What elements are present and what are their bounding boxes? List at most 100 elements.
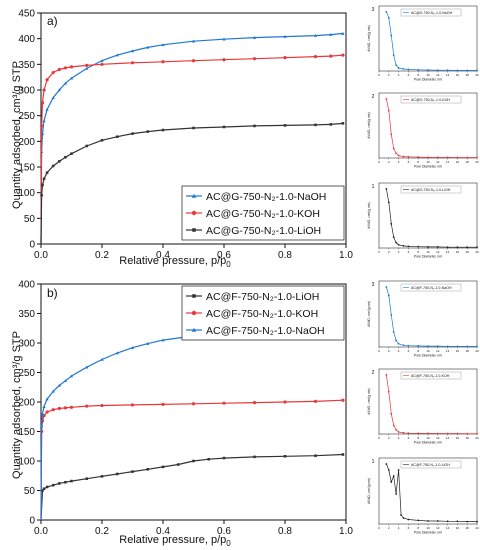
b-main-legend-swatch-marker (192, 294, 196, 298)
b-main-series-1-point (283, 400, 287, 404)
inset-b2-point (385, 374, 388, 376)
inset-b2-x-tick-label: 12 (436, 436, 440, 440)
a-main-series-1-point (42, 88, 46, 92)
inset-a3-legend-box (400, 8, 462, 17)
inset-a3-x-tick-label: 4 (398, 73, 400, 77)
a-main-series-2-point (40, 193, 43, 197)
inset-a3-point (397, 67, 400, 69)
a-main-series-1-point (161, 60, 165, 64)
a-main-series-1-point (329, 54, 333, 58)
inset-a3-point (387, 16, 390, 19)
inset-a2-x-tick-label: 14 (446, 160, 450, 164)
a-main-series-2-point (41, 183, 44, 187)
inset-b3-frame (378, 280, 478, 348)
a-main-series-2-point (58, 160, 61, 163)
inset-a3-index-label: 3 (372, 7, 375, 13)
a-main-series-1-point (100, 62, 104, 66)
a-main-series-0 (40, 31, 345, 245)
inset-a1-x-tick-label: 4 (398, 250, 400, 254)
b-main-series-line-2 (40, 326, 343, 521)
inset-b1-legend-box (400, 460, 462, 469)
a-main-series-0-point (161, 43, 165, 47)
b-main-series-2-point (57, 383, 61, 387)
b-main-series-2-point (69, 374, 74, 378)
inset-a3-x-tick-label: 18 (466, 73, 470, 77)
inset-a2-x-tick-label: 2 (388, 160, 390, 164)
b-main-series-0-point (51, 483, 55, 487)
inset-b1-y-axis-label: dV/dD, cm³/(g nm) (367, 478, 371, 504)
a-main-series-0-point (100, 59, 104, 63)
a-main-y-tick-label: 400 (18, 34, 35, 45)
inset-b1-point (400, 514, 402, 516)
inset-pore-size-b3: 3 dV/dD, cm³/(g nm) 0 2 4 6 8 10 12 14 16 18 20 Pore … (367, 280, 479, 358)
inset-b2-point (417, 432, 420, 435)
a-main-series-2-point (192, 126, 195, 130)
inset-b1-x-tick-label: 0 (378, 526, 380, 530)
b-main-series-0-point (41, 489, 44, 492)
inset-b1-series-line (386, 463, 477, 522)
inset-b2-point (427, 432, 429, 435)
inset-b3-point (417, 345, 420, 347)
a-main-series-0-point (57, 88, 61, 92)
inset-b3-x-tick-label: 10 (426, 349, 430, 353)
a-main-series-1-point (69, 65, 74, 69)
a-main-series-0-point (63, 81, 67, 85)
a-main-series-1-point (57, 67, 61, 72)
inset-b1-x-tick-label: 16 (456, 526, 460, 530)
b-main-series-1-point (51, 408, 55, 412)
b-main-series-2 (40, 325, 345, 521)
inset-a2-point (385, 98, 388, 100)
b-main-series-0-point (314, 454, 317, 457)
inset-b2-x-tick-label: 8 (417, 436, 419, 440)
inset-b1-point (407, 518, 410, 521)
inset-b1-point (476, 520, 478, 523)
inset-b2-point (390, 412, 393, 415)
b-main-series-2-point (42, 405, 46, 408)
a-main-series-1-point (341, 53, 345, 57)
inset-a1-x-tick-label: 12 (436, 250, 440, 254)
b-main-x-tick-label: 1.0 (339, 526, 353, 537)
inset-b1-index-label: 1 (372, 459, 375, 465)
inset-a3-x-tick-label: 8 (417, 73, 419, 77)
b-main-series-2-point (63, 379, 67, 383)
a-main-legend-entry: AC@G-750-N₂-1.0-LiOH (206, 225, 321, 237)
b-main-series-2-point (85, 365, 89, 369)
inset-a2-frame (378, 92, 478, 159)
inset-a3-x-tick-label: 20 (475, 73, 479, 77)
inset-a1-y-axis-label: dV/dD, cm³/(g nm) (367, 202, 371, 228)
b-main-series-0-point (192, 459, 195, 463)
inset-b3-point (436, 345, 439, 348)
inset-b1-point (417, 519, 420, 522)
a-main-x-tick-label: 0.8 (278, 250, 292, 261)
b-main-y-tick-label: 250 (18, 368, 35, 379)
inset-a1-x-tick-label: 20 (475, 250, 479, 254)
inset-b2-x-tick-label: 2 (388, 436, 390, 440)
inset-a2-x-tick-label: 18 (466, 160, 470, 164)
inset-a3-x-tick-label: 16 (456, 73, 460, 77)
inset-b3-point (392, 331, 395, 333)
inset-a1-point (390, 222, 393, 225)
inset-a1-x-tick-label: 6 (408, 250, 410, 254)
panel-a-label: a) (47, 14, 58, 28)
a-main-x-tick-label: 0.2 (95, 250, 109, 261)
inset-a2-point (427, 156, 429, 159)
b-main-series-2-point (146, 341, 150, 345)
inset-b3-point (387, 294, 390, 297)
inset-a1-point (417, 245, 420, 248)
inset-a1-point (476, 246, 478, 249)
b-main-x-tick-label: 0.4 (156, 526, 170, 537)
inset-a3-point (476, 69, 478, 72)
b-main-series-0-point (161, 465, 165, 469)
inset-b2-point (402, 431, 405, 434)
b-main-y-tick-label: 150 (18, 427, 35, 438)
inset-b3-x-tick-label: 6 (408, 349, 410, 353)
inset-b1-x-tick-label: 2 (388, 526, 390, 530)
b-main-legend-swatch-marker (191, 310, 197, 316)
b-main-series-0-point (58, 482, 61, 485)
b-main-series-1-point (45, 410, 49, 414)
inset-a2-x-tick-label: 20 (475, 160, 479, 164)
a-main-series-0-point (85, 66, 89, 70)
inset-b3-index-label: 3 (372, 282, 375, 288)
inset-a1-point (395, 241, 398, 244)
inset-a1-point (466, 246, 469, 249)
